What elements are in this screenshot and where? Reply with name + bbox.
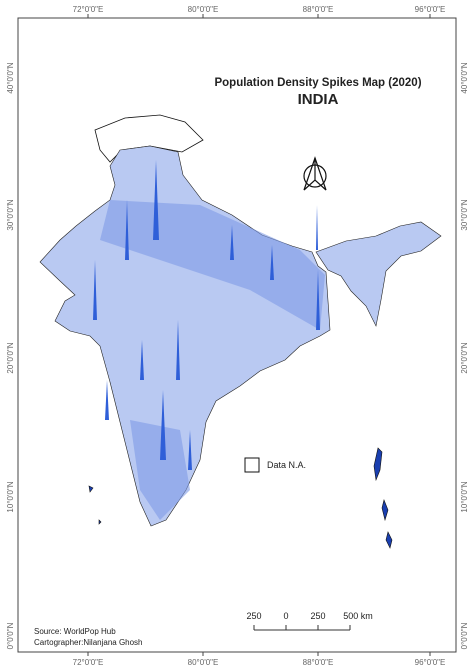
scale-bar: [253, 625, 351, 631]
density-spikes: [93, 160, 320, 470]
lon-label: 72°0'0"E: [73, 658, 104, 667]
lat-label: 0°0'0"N: [460, 622, 469, 649]
lat-label: 0°0'0"N: [6, 622, 15, 649]
lon-label: 96°0'0"E: [415, 5, 446, 14]
india-northeast: [315, 221, 442, 327]
legend-swatch: [244, 457, 260, 473]
lat-label: 20°0'0"N: [6, 342, 15, 373]
lon-label: 80°0'0"E: [188, 5, 219, 14]
scale-label: 0: [283, 611, 288, 621]
scale-label: 250: [310, 611, 325, 621]
lat-label: 30°0'0"N: [460, 199, 469, 230]
lat-label: 10°0'0"N: [6, 481, 15, 512]
lon-label: 88°0'0"E: [303, 658, 334, 667]
lon-label: 80°0'0"E: [188, 658, 219, 667]
lat-label: 30°0'0"N: [6, 199, 15, 230]
lat-label: 10°0'0"N: [460, 481, 469, 512]
map-subtitle: INDIA: [298, 91, 339, 108]
no-data-region: [94, 114, 204, 163]
graticule-ticks: [87, 14, 431, 656]
islands: [88, 447, 393, 549]
lat-label: 20°0'0"N: [460, 342, 469, 373]
cartographer: Cartographer:Nilanjana Ghosh: [34, 638, 143, 647]
lon-label: 88°0'0"E: [303, 5, 334, 14]
lat-label: 40°0'0"N: [6, 62, 15, 93]
map-title: Population Density Spikes Map (2020): [214, 77, 421, 89]
scale-label: 500 km: [343, 611, 373, 621]
scale-label: 250: [246, 611, 261, 621]
north-arrow: [303, 156, 327, 191]
legend-label: Data N.A.: [267, 460, 306, 470]
lon-label: 96°0'0"E: [415, 658, 446, 667]
lon-label: 72°0'0"E: [73, 5, 104, 14]
lat-label: 40°0'0"N: [460, 62, 469, 93]
source: Source: WorldPop Hub: [34, 627, 116, 636]
